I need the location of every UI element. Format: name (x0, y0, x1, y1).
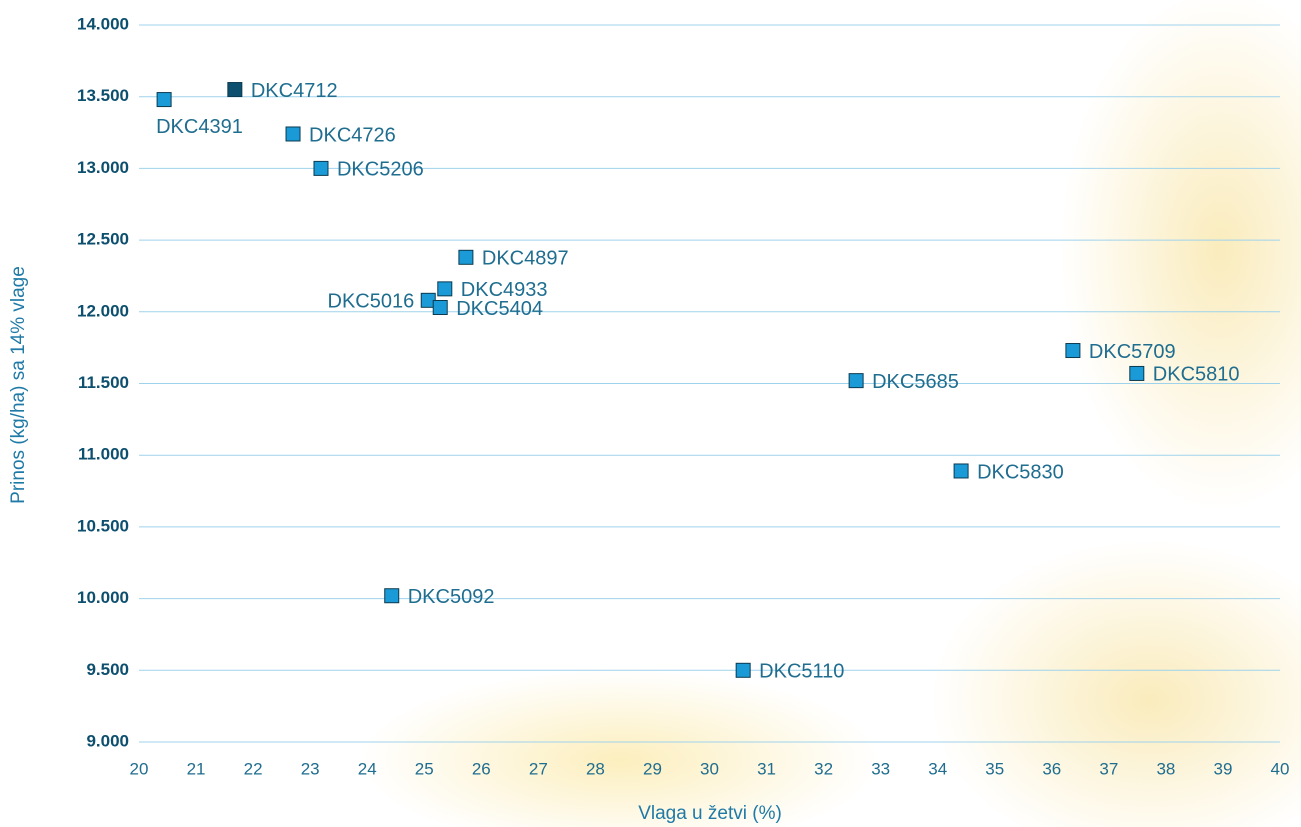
x-tick-label: 27 (529, 759, 548, 778)
x-tick-label: 35 (985, 759, 1004, 778)
y-tick-label: 12.000 (77, 301, 129, 320)
x-tick-label: 34 (928, 759, 947, 778)
background-decoration (360, 670, 880, 827)
x-tick-label: 24 (358, 759, 377, 778)
x-tick-label: 37 (1099, 759, 1118, 778)
data-point (954, 464, 968, 478)
y-tick-label: 9.500 (86, 660, 129, 679)
data-point (385, 589, 399, 603)
point-label: DKC4726 (309, 124, 396, 146)
x-tick-label: 26 (472, 759, 491, 778)
x-tick-label: 20 (130, 759, 149, 778)
y-tick-label: 10.000 (77, 588, 129, 607)
y-tick-label: 11.500 (78, 373, 129, 392)
point-label: DKC4897 (482, 248, 569, 270)
point-label: DKC5404 (456, 298, 543, 320)
point-label: DKC5092 (408, 586, 495, 608)
chart: Vlaga u žetvi (%) Prinos (kg/ha) sa 14% … (0, 0, 1301, 827)
y-tick-label: 14.000 (77, 14, 129, 33)
x-tick-label: 28 (586, 759, 605, 778)
x-tick-label: 30 (700, 759, 719, 778)
x-tick-label: 39 (1213, 759, 1232, 778)
x-tick-label: 29 (643, 759, 662, 778)
data-point (736, 663, 750, 677)
point-label: DKC5810 (1153, 364, 1240, 386)
y-tick-label: 13.500 (77, 86, 129, 105)
point-label: DKC5709 (1089, 341, 1176, 363)
data-point (459, 250, 473, 264)
data-point (1130, 366, 1144, 380)
x-tick-label: 40 (1271, 759, 1290, 778)
y-axis-title: Prinos (kg/ha) sa 14% vlage (8, 266, 29, 504)
x-tick-label: 32 (814, 759, 833, 778)
background-decoration (930, 540, 1301, 827)
x-tick-label: 33 (871, 759, 890, 778)
data-point (1066, 344, 1080, 358)
data-point (849, 374, 863, 388)
point-label: DKC5016 (328, 291, 415, 313)
y-tick-label: 9.000 (86, 731, 129, 750)
data-point (286, 127, 300, 141)
point-label: DKC4391 (156, 116, 243, 138)
data-point (438, 282, 452, 296)
data-point (433, 300, 447, 314)
x-tick-label: 38 (1156, 759, 1175, 778)
y-tick-label: 13.000 (77, 158, 129, 177)
y-tick-label: 11.000 (78, 445, 129, 464)
x-tick-label: 25 (415, 759, 434, 778)
x-tick-label: 23 (301, 759, 320, 778)
y-tick-label: 10.500 (77, 516, 129, 535)
data-point (157, 93, 171, 107)
data-point (228, 83, 242, 97)
background-decoration (1060, 0, 1301, 510)
x-tick-label: 22 (244, 759, 263, 778)
point-label: DKC4712 (251, 80, 338, 102)
point-label: DKC5110 (759, 661, 844, 683)
data-point (314, 161, 328, 175)
point-label: DKC5206 (337, 159, 424, 181)
x-axis-title: Vlaga u žetvi (%) (638, 803, 782, 824)
point-label: DKC5685 (872, 371, 959, 393)
y-tick-label: 12.500 (77, 230, 129, 249)
point-label: DKC5830 (977, 461, 1064, 483)
x-tick-label: 36 (1042, 759, 1061, 778)
x-tick-label: 31 (757, 759, 776, 778)
x-tick-label: 21 (187, 759, 206, 778)
